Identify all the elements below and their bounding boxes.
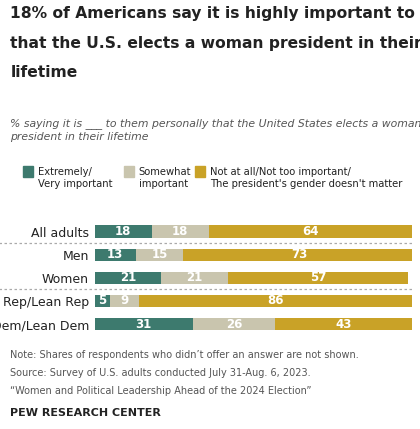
- Text: 26: 26: [226, 317, 242, 330]
- Bar: [193, 318, 275, 330]
- Text: Note: Shares of respondents who didn’t offer an answer are not shown.: Note: Shares of respondents who didn’t o…: [10, 350, 359, 360]
- Text: 18: 18: [172, 225, 188, 238]
- Text: “Women and Political Leadership Ahead of the 2024 Election”: “Women and Political Leadership Ahead of…: [10, 386, 312, 396]
- Text: 57: 57: [310, 271, 326, 284]
- Text: 21: 21: [120, 271, 136, 284]
- Text: 43: 43: [335, 317, 352, 330]
- Text: 73: 73: [291, 248, 307, 261]
- Bar: [94, 295, 110, 307]
- Bar: [152, 226, 209, 238]
- Text: lifetime: lifetime: [10, 65, 78, 80]
- Bar: [275, 318, 412, 330]
- Text: 18% of Americans say it is highly important to them: 18% of Americans say it is highly import…: [10, 6, 420, 21]
- Bar: [139, 295, 412, 307]
- Text: 31: 31: [136, 317, 152, 330]
- Text: 9: 9: [121, 294, 129, 308]
- Text: that the U.S. elects a woman president in their: that the U.S. elects a woman president i…: [10, 36, 420, 51]
- Bar: [228, 272, 408, 284]
- Bar: [209, 226, 412, 238]
- Text: 86: 86: [267, 294, 284, 308]
- Text: 13: 13: [107, 248, 123, 261]
- Bar: [110, 295, 139, 307]
- Bar: [94, 249, 136, 261]
- Text: 15: 15: [151, 248, 168, 261]
- Text: % saying it is ___ to them personally that the United States elects a woman
pres: % saying it is ___ to them personally th…: [10, 118, 420, 142]
- Text: 18: 18: [115, 225, 131, 238]
- Bar: [161, 272, 228, 284]
- Text: Somewhat
important: Somewhat important: [139, 167, 191, 189]
- Text: 5: 5: [98, 294, 107, 308]
- Bar: [94, 226, 152, 238]
- Bar: [136, 249, 183, 261]
- Text: Extremely/
Very important: Extremely/ Very important: [38, 167, 112, 189]
- Bar: [183, 249, 415, 261]
- Text: Not at all/Not too important/
The president's gender doesn't matter: Not at all/Not too important/ The presid…: [210, 167, 402, 189]
- Text: Source: Survey of U.S. adults conducted July 31-Aug. 6, 2023.: Source: Survey of U.S. adults conducted …: [10, 368, 311, 378]
- Text: PEW RESEARCH CENTER: PEW RESEARCH CENTER: [10, 408, 161, 418]
- Bar: [94, 272, 161, 284]
- Text: 64: 64: [302, 225, 318, 238]
- Text: 21: 21: [186, 271, 202, 284]
- Bar: [94, 318, 193, 330]
